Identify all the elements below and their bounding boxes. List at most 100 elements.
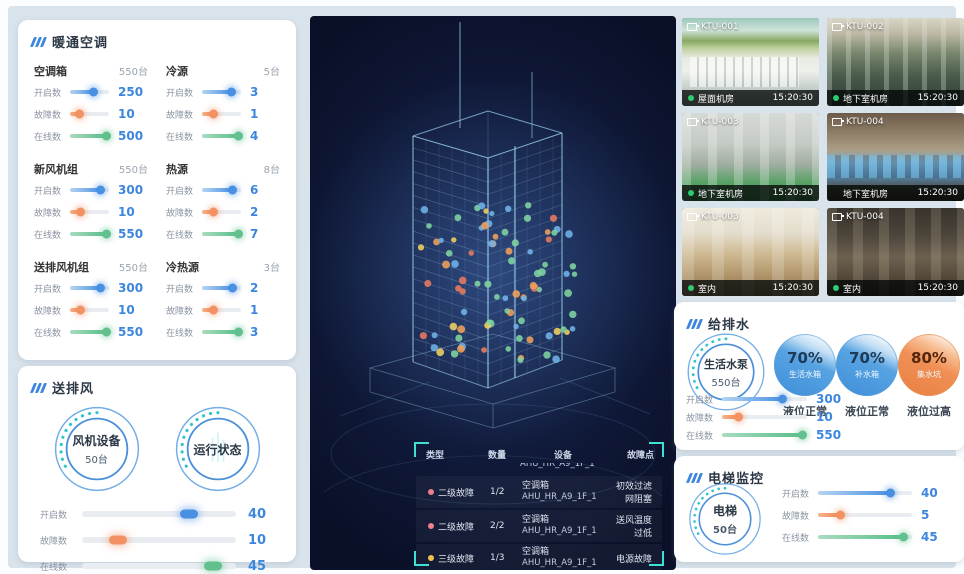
building-icon <box>211 432 224 462</box>
slider-dot <box>886 488 896 498</box>
panel-water: 给排水 生活水泵 550台 70% 生活水箱 液位正常 70% 补水箱 液位正常 80… <box>674 302 964 450</box>
progress-bar <box>70 87 109 97</box>
stat-row: 故障数 10 <box>34 107 135 121</box>
building-3d-view[interactable]: 类型 数量 设备 故障点 AHU_HR_A9_1F_1 二级故障 1/2 空调箱… <box>310 16 676 570</box>
fault-point-dot <box>484 280 492 288</box>
progress-bar <box>70 327 112 337</box>
camera-tile[interactable]: KTU-003 地下室机房 15:20:30 <box>682 113 819 201</box>
alarm-row[interactable]: 二级故障 1/2 空调箱 AHU_HR_A9_1F_1 初效过滤网阻塞 <box>416 476 662 508</box>
group-name: 冷源 <box>166 65 188 78</box>
fault-point-dot <box>552 355 560 364</box>
progress-bar <box>82 535 236 545</box>
camera-tile[interactable]: KTU-004 室内 15:20:30 <box>827 208 964 296</box>
stat-row: 在线数 4 <box>166 129 259 143</box>
group-count: 5台 <box>263 67 280 78</box>
fault-point-dot <box>438 237 444 244</box>
group-name: 冷热源 <box>166 261 199 274</box>
camera-tile[interactable]: KTU-004 地下室机房 15:20:30 <box>827 113 964 201</box>
fault-point-dot <box>569 263 577 270</box>
slider-dot <box>234 229 244 239</box>
panel-hvac-header: 暖通空调 <box>18 20 296 55</box>
online-dot <box>833 285 839 291</box>
fault-point-dot <box>553 327 561 335</box>
fault-point-dot <box>468 250 474 256</box>
camera-grid: KTU-001 屋面机房 15:20:30 KTU-002 地下室机房 15:20:… <box>682 18 964 296</box>
alarm-row[interactable]: 三级故障 1/3 空调箱 AHU_HR_A9_1F_1 电源故障 <box>416 544 662 570</box>
online-dot <box>688 190 694 196</box>
slider-dot <box>208 207 218 217</box>
camera-icon <box>832 23 844 31</box>
fault-point-dot <box>569 310 577 319</box>
camera-icon <box>687 23 699 31</box>
fault-point-dot <box>505 247 513 255</box>
camera-tile[interactable]: KTU-001 屋面机房 15:20:30 <box>682 18 819 106</box>
stat-row: 故障数 2 <box>166 205 259 219</box>
fault-point-dot <box>451 237 457 243</box>
fault-point-dot <box>450 350 459 358</box>
fault-point-dot <box>445 250 453 257</box>
fault-point-dot <box>459 288 466 295</box>
camera-icon <box>832 213 844 221</box>
fault-point-dot <box>424 280 432 287</box>
slider-dot <box>102 131 112 141</box>
stat-row: 在线数 550 <box>34 325 144 339</box>
group-count: 8台 <box>263 165 280 176</box>
fault-point-dot <box>458 276 467 285</box>
fault-point-dot <box>501 228 509 236</box>
slider-handle <box>179 509 198 519</box>
fault-point-dot <box>516 335 523 342</box>
tank-gauge: 70% 生活水箱 液位正常 <box>774 334 836 419</box>
tank-circle: 80% 集水坑 <box>898 334 960 396</box>
hvac-group: 冷热源 3台 开启数 2 故障数 1 在线数 3 <box>166 259 280 343</box>
fault-point-dot <box>481 222 489 230</box>
slider-dot <box>835 510 845 520</box>
slashes-icon <box>29 382 48 393</box>
tank-circle: 70% 生活水箱 <box>774 334 836 396</box>
panel-title: 给排水 <box>708 318 751 333</box>
camera-tile[interactable]: KTU-002 地下室机房 15:20:30 <box>827 18 964 106</box>
fault-point-dot <box>417 244 425 251</box>
panel-elevator: 电梯监控 电梯 50台 开启数 40 故障数 5 在线数 45 <box>674 456 964 562</box>
gauge-fan-devices: 风机设备 50台 <box>51 403 143 495</box>
camera-time: 15:20:30 <box>772 283 813 293</box>
slider-dot <box>734 412 743 422</box>
stat-row: 故障数 5 <box>782 508 930 522</box>
alarm-row-clipped: AHU_HR_A9_1F_1 <box>520 463 595 469</box>
fault-point-dot <box>526 336 534 344</box>
camera-location: 地下室机房 <box>698 189 744 200</box>
fault-point-dot <box>483 208 489 214</box>
fault-point-dot <box>454 214 462 222</box>
fault-point-dot <box>511 239 519 247</box>
camera-status-bar: 室内 15:20:30 <box>682 280 819 296</box>
group-count: 550台 <box>118 165 148 176</box>
fault-point-dot <box>433 238 440 246</box>
fault-point-dot <box>542 261 548 268</box>
alarm-row[interactable]: 二级故障 2/2 空调箱 AHU_HR_A9_1F_1 送风温度过低 <box>416 510 662 542</box>
hvac-group: 新风机组 550台 开启数 300 故障数 10 在线数 550 <box>34 161 148 245</box>
slider-dot <box>899 532 909 542</box>
severity-dot <box>428 489 434 495</box>
stat-row: 开启数 300 <box>34 281 144 295</box>
fault-point-dot <box>442 260 450 269</box>
fault-point-dot <box>571 271 578 277</box>
stat-row: 开启数 3 <box>166 85 259 99</box>
progress-bar <box>82 509 236 519</box>
progress-bar <box>70 109 109 119</box>
panel-water-header: 给排水 <box>674 302 964 337</box>
fault-point-dot <box>517 356 524 363</box>
fault-point-dot <box>564 289 572 297</box>
corner-bracket-icon <box>414 442 429 457</box>
stat-row: 在线数 45 <box>782 530 938 544</box>
fault-point-dot <box>549 214 558 222</box>
hvac-group: 送排风机组 550台 开启数 300 故障数 10 在线数 550 <box>34 259 148 343</box>
fault-point-dot <box>457 325 466 334</box>
fault-point-dot <box>545 332 553 340</box>
water-stats: 开启数 300 故障数 10 在线数 550 <box>686 390 846 444</box>
camera-time: 15:20:30 <box>917 93 958 103</box>
severity-dot <box>428 555 434 562</box>
camera-tile[interactable]: KTU-003 室内 15:20:30 <box>682 208 819 296</box>
fault-point-dot <box>551 229 558 236</box>
progress-bar <box>82 561 236 571</box>
group-name: 热源 <box>166 163 188 176</box>
tank-status: 液位正常 <box>783 405 827 418</box>
